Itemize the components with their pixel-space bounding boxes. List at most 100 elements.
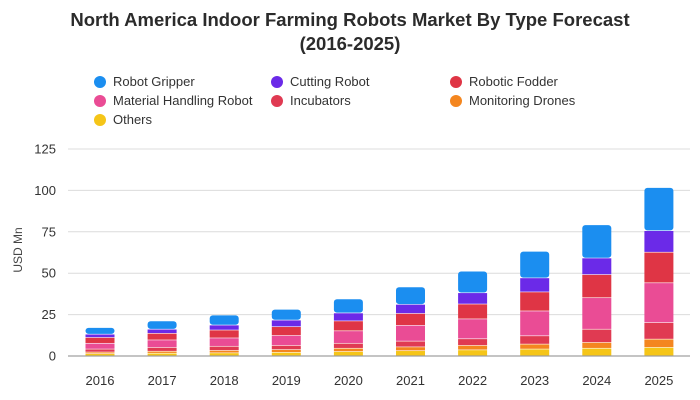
- bar-segment-robot-gripper[interactable]: [271, 309, 301, 320]
- bar-segment-incubators[interactable]: [396, 341, 425, 347]
- legend-item-robotic-fodder[interactable]: Robotic Fodder: [450, 74, 558, 89]
- bar-segment-material-handling-robot[interactable]: [396, 325, 425, 341]
- bar-segment-others[interactable]: [520, 349, 550, 356]
- bar-segment-robot-gripper[interactable]: [209, 315, 239, 325]
- bar-segment-others[interactable]: [396, 351, 425, 356]
- bar-segment-incubators[interactable]: [333, 343, 363, 348]
- bar-segment-robotic-fodder[interactable]: [333, 321, 363, 331]
- bar-segment-material-handling-robot[interactable]: [85, 343, 115, 349]
- y-tick-label: 25: [42, 307, 56, 322]
- bar-segment-others[interactable]: [147, 353, 177, 356]
- bar-stack-2018: [209, 315, 239, 356]
- bar-stack-2025: [644, 187, 674, 356]
- bar-segment-robotic-fodder[interactable]: [271, 327, 301, 336]
- bar-segment-others[interactable]: [85, 354, 115, 356]
- legend-item-monitoring-drones[interactable]: Monitoring Drones: [450, 93, 575, 108]
- bar-segment-material-handling-robot[interactable]: [147, 340, 177, 348]
- bar-segment-robotic-fodder[interactable]: [209, 330, 239, 338]
- bar-segment-robotic-fodder[interactable]: [582, 274, 612, 298]
- bar-segment-material-handling-robot[interactable]: [333, 331, 363, 343]
- bar-segment-material-handling-robot[interactable]: [271, 335, 301, 346]
- bar-segment-cutting-robot[interactable]: [271, 320, 301, 327]
- bar-segment-cutting-robot[interactable]: [644, 230, 674, 252]
- bar-segment-cutting-robot[interactable]: [147, 329, 177, 334]
- bar-segment-cutting-robot[interactable]: [209, 325, 239, 330]
- legend-label: Monitoring Drones: [469, 93, 576, 108]
- bar-segment-robotic-fodder[interactable]: [85, 337, 115, 343]
- bar-segment-robotic-fodder[interactable]: [147, 333, 177, 340]
- legend-swatch-icon: [450, 75, 462, 88]
- bar-segment-monitoring-drones[interactable]: [147, 351, 177, 353]
- bar-segment-incubators[interactable]: [582, 329, 612, 343]
- bar-segment-robotic-fodder[interactable]: [520, 292, 550, 311]
- legend-swatch-icon: [271, 94, 283, 107]
- bar-segment-incubators[interactable]: [520, 336, 550, 344]
- bar-segment-incubators[interactable]: [644, 322, 674, 339]
- bar-segment-others[interactable]: [271, 352, 301, 356]
- bar-segment-incubators[interactable]: [458, 339, 488, 346]
- bar-segment-material-handling-robot[interactable]: [582, 298, 612, 329]
- bar-segment-monitoring-drones[interactable]: [582, 342, 612, 348]
- chart-title-line-2: (2016-2025): [299, 33, 401, 54]
- bar-segment-robot-gripper[interactable]: [520, 251, 550, 278]
- x-tick-label: 2019: [272, 373, 301, 388]
- bar-segment-others[interactable]: [644, 347, 674, 356]
- legend-label: Others: [113, 112, 153, 127]
- bar-segment-incubators[interactable]: [85, 349, 115, 352]
- bar-segment-material-handling-robot[interactable]: [458, 319, 488, 339]
- bar-stack-2020: [333, 299, 363, 356]
- legend-swatch-icon: [94, 75, 106, 88]
- bar-segment-cutting-robot[interactable]: [520, 278, 550, 292]
- bar-segment-robot-gripper[interactable]: [333, 299, 363, 313]
- bar-segment-monitoring-drones[interactable]: [209, 350, 239, 353]
- bar-stack-2023: [520, 251, 550, 356]
- legend-item-material-handling-robot[interactable]: Material Handling Robot: [94, 93, 252, 108]
- legend-item-incubators[interactable]: Incubators: [271, 93, 351, 108]
- legend-swatch-icon: [94, 113, 106, 126]
- bar-segment-robot-gripper[interactable]: [644, 187, 674, 231]
- bar-segment-others[interactable]: [582, 348, 612, 356]
- bar-segment-robot-gripper[interactable]: [85, 327, 115, 334]
- bar-segment-others[interactable]: [333, 351, 363, 356]
- bar-segment-robot-gripper[interactable]: [582, 225, 612, 258]
- bar-segment-incubators[interactable]: [147, 347, 177, 351]
- legend-item-robot-gripper[interactable]: Robot Gripper: [94, 74, 195, 89]
- bar-segment-cutting-robot[interactable]: [458, 293, 488, 304]
- bar-segment-cutting-robot[interactable]: [582, 258, 612, 275]
- bar-segment-robot-gripper[interactable]: [458, 271, 488, 293]
- x-tick-label: 2023: [520, 373, 549, 388]
- chart-title: North America Indoor Farming Robots Mark…: [0, 8, 700, 56]
- y-axis-label: USD Mn: [11, 227, 25, 272]
- bar-segment-robot-gripper[interactable]: [147, 321, 177, 329]
- bar-segment-cutting-robot[interactable]: [333, 313, 363, 321]
- legend-label: Material Handling Robot: [113, 93, 253, 108]
- bar-segment-incubators[interactable]: [271, 345, 301, 350]
- bar-stack-2022: [458, 271, 488, 356]
- bar-segment-monitoring-drones[interactable]: [644, 339, 674, 348]
- chart-title-line-1: North America Indoor Farming Robots Mark…: [70, 9, 630, 30]
- x-tick-label: 2018: [210, 373, 239, 388]
- bar-segment-cutting-robot[interactable]: [396, 304, 425, 314]
- bar-segment-material-handling-robot[interactable]: [520, 311, 550, 336]
- bar-segment-cutting-robot[interactable]: [85, 334, 115, 338]
- bar-segment-monitoring-drones[interactable]: [271, 349, 301, 353]
- bar-segment-monitoring-drones[interactable]: [396, 347, 425, 351]
- bar-segment-robotic-fodder[interactable]: [644, 252, 674, 283]
- bar-segment-monitoring-drones[interactable]: [520, 344, 550, 349]
- bar-segment-material-handling-robot[interactable]: [644, 283, 674, 323]
- legend-item-cutting-robot[interactable]: Cutting Robot: [271, 74, 370, 89]
- bar-segment-others[interactable]: [458, 350, 488, 356]
- bar-segment-material-handling-robot[interactable]: [209, 338, 239, 346]
- bar-segment-monitoring-drones[interactable]: [85, 352, 115, 354]
- bar-segment-robotic-fodder[interactable]: [396, 313, 425, 326]
- bar-segment-monitoring-drones[interactable]: [458, 345, 488, 350]
- legend-item-others[interactable]: Others: [94, 112, 152, 127]
- bar-segment-others[interactable]: [209, 353, 239, 356]
- bar-segment-incubators[interactable]: [209, 346, 239, 351]
- bar-stack-2019: [271, 309, 301, 356]
- bar-segment-monitoring-drones[interactable]: [333, 348, 363, 352]
- chart-legend: Robot Gripper Cutting Robot Robotic Fodd…: [94, 74, 654, 134]
- bar-segment-robot-gripper[interactable]: [396, 287, 425, 305]
- bar-segment-robotic-fodder[interactable]: [458, 304, 488, 319]
